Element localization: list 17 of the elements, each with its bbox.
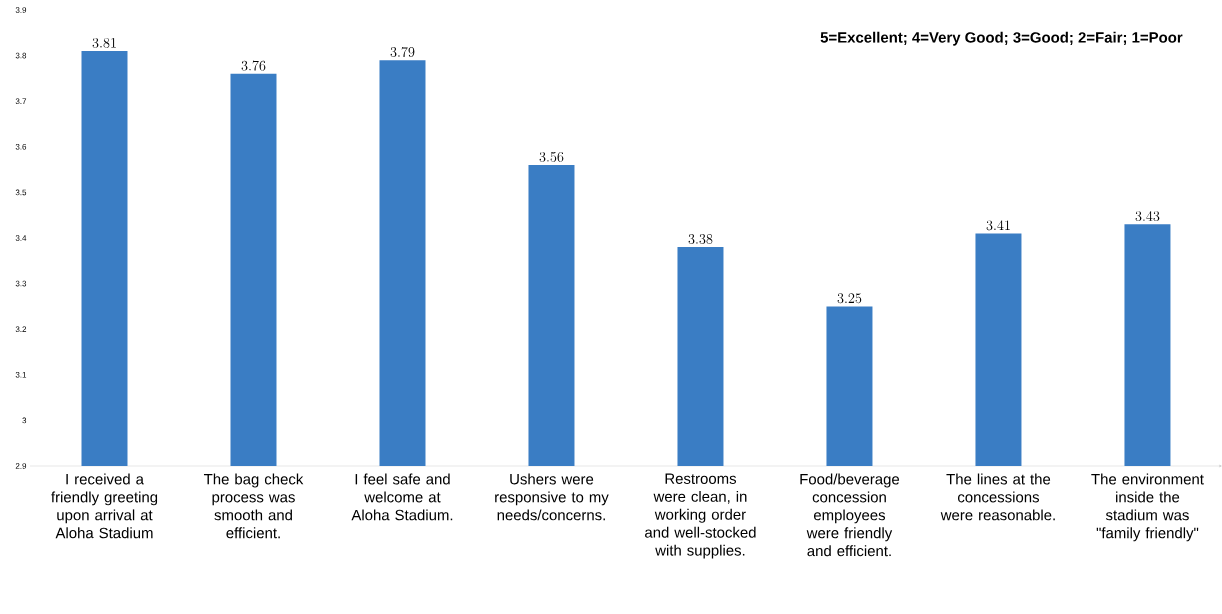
data-label: 3.76	[241, 60, 266, 71]
data-label: 3.56	[539, 151, 564, 162]
x-tick-label: I feel safe and welcome at Aloha Stadium.	[351, 473, 453, 521]
x-tick-label: Ushers were responsive to my needs/concerns.	[495, 473, 609, 521]
data-label: 3.43	[1135, 211, 1160, 222]
annotation: 5=Excellent; 4=Very Good; 3=Good; 2=Fair; 1=Poor	[820, 31, 1183, 46]
data-label: 3.81	[92, 37, 116, 48]
data-label: 3.41	[986, 220, 1010, 231]
x-tick-label: Restrooms were clean, in working order and well-stocked with supplies.	[645, 473, 756, 559]
x-tick-label: The environment inside the stadium was "family friendly"	[1091, 473, 1204, 542]
x-tick-label: I received a friendly greeting upon arrival at Aloha Stadium	[51, 473, 158, 539]
x-tick-label: Food/beverage concession employees were friendly and efficient.	[800, 473, 900, 557]
x-tick-label: The bag check process was smooth and efficient.	[203, 473, 304, 539]
data-label: 3.79	[390, 46, 415, 57]
data-label: 3.38	[688, 234, 713, 244]
data-label: 3.25	[837, 293, 862, 304]
x-tick-label: The lines at the concessions were reasonable.	[940, 473, 1055, 521]
